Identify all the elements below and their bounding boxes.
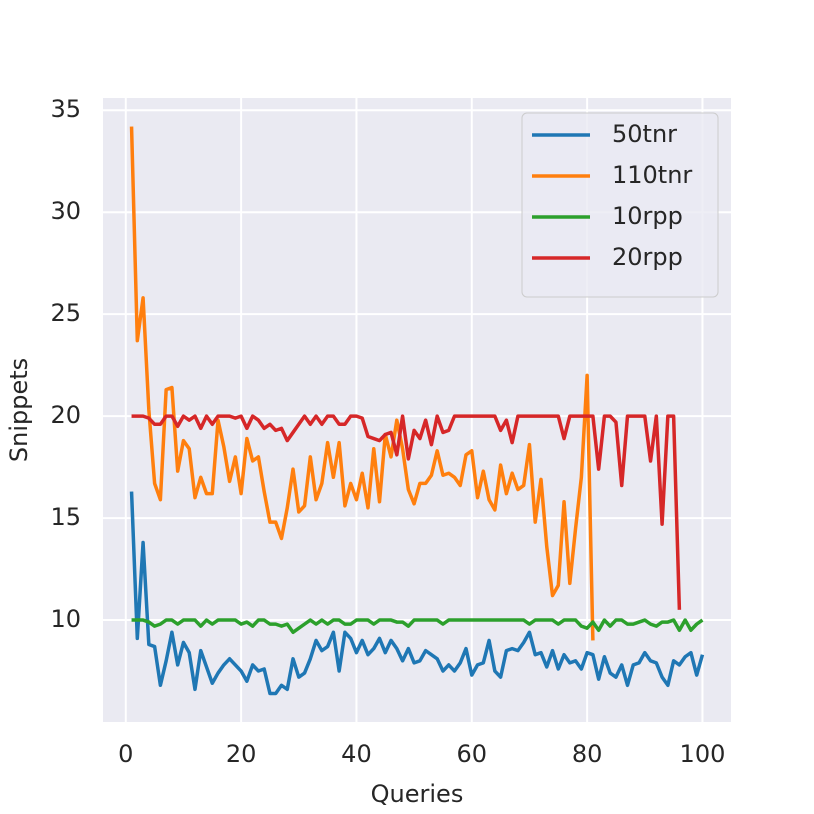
legend-label: 110tnr (612, 161, 692, 189)
x-tick-label: 100 (680, 740, 726, 768)
x-axis-label: Queries (371, 780, 464, 808)
y-tick-label: 30 (50, 197, 81, 225)
x-tick-label: 0 (118, 740, 133, 768)
x-tick-label: 80 (572, 740, 603, 768)
x-tick-label: 60 (457, 740, 488, 768)
legend-label: 10rpp (612, 202, 683, 230)
series-line (131, 414, 682, 610)
series-line (129, 491, 705, 696)
legend-label: 50tnr (612, 120, 677, 148)
x-tick-label: 40 (341, 740, 372, 768)
legend-box (521, 112, 719, 298)
y-tick-label: 10 (50, 605, 81, 633)
x-tick-label: 20 (226, 740, 257, 768)
y-tick-label: 20 (50, 401, 81, 429)
y-axis-label: Snippets (5, 358, 33, 462)
y-tick-label: 25 (50, 299, 81, 327)
series-line (131, 618, 704, 635)
legend-label: 20rpp (612, 243, 683, 271)
y-tick-label: 35 (50, 95, 81, 123)
y-tick-label: 15 (50, 503, 81, 531)
series-line (129, 126, 595, 641)
